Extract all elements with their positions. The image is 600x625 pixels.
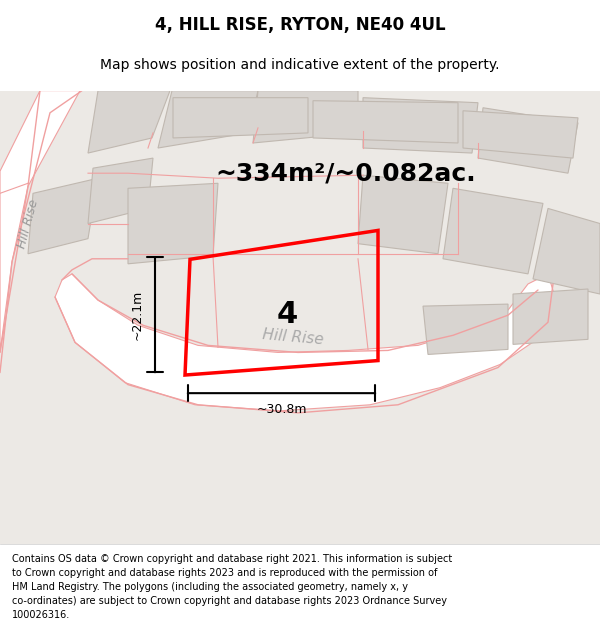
- Polygon shape: [173, 98, 308, 138]
- Polygon shape: [478, 107, 578, 173]
- Polygon shape: [513, 289, 588, 344]
- Text: Hill Rise: Hill Rise: [15, 198, 41, 249]
- Polygon shape: [313, 101, 458, 143]
- Polygon shape: [423, 304, 508, 354]
- Text: co-ordinates) are subject to Crown copyright and database rights 2023 Ordnance S: co-ordinates) are subject to Crown copyr…: [12, 596, 447, 606]
- Polygon shape: [443, 188, 543, 274]
- Polygon shape: [55, 274, 558, 411]
- Text: 4, HILL RISE, RYTON, NE40 4UL: 4, HILL RISE, RYTON, NE40 4UL: [155, 16, 445, 34]
- Polygon shape: [463, 111, 578, 158]
- Text: 4: 4: [277, 300, 298, 329]
- Polygon shape: [533, 209, 600, 294]
- Polygon shape: [253, 91, 358, 143]
- Polygon shape: [158, 91, 258, 148]
- Polygon shape: [88, 91, 170, 153]
- Polygon shape: [363, 98, 478, 153]
- Polygon shape: [88, 158, 153, 224]
- Text: Contains OS data © Crown copyright and database right 2021. This information is : Contains OS data © Crown copyright and d…: [12, 554, 452, 564]
- Text: to Crown copyright and database rights 2023 and is reproduced with the permissio: to Crown copyright and database rights 2…: [12, 568, 437, 578]
- Text: Hill Rise: Hill Rise: [262, 327, 324, 348]
- Text: ~334m²/~0.082ac.: ~334m²/~0.082ac.: [215, 161, 476, 185]
- Text: ~22.1m: ~22.1m: [131, 289, 143, 340]
- Text: ~30.8m: ~30.8m: [256, 402, 307, 416]
- Text: HM Land Registry. The polygons (including the associated geometry, namely x, y: HM Land Registry. The polygons (includin…: [12, 582, 408, 592]
- Text: Map shows position and indicative extent of the property.: Map shows position and indicative extent…: [100, 58, 500, 72]
- Polygon shape: [358, 175, 448, 254]
- Text: 100026316.: 100026316.: [12, 611, 70, 621]
- Polygon shape: [28, 178, 98, 254]
- Polygon shape: [0, 91, 80, 352]
- Polygon shape: [128, 183, 218, 264]
